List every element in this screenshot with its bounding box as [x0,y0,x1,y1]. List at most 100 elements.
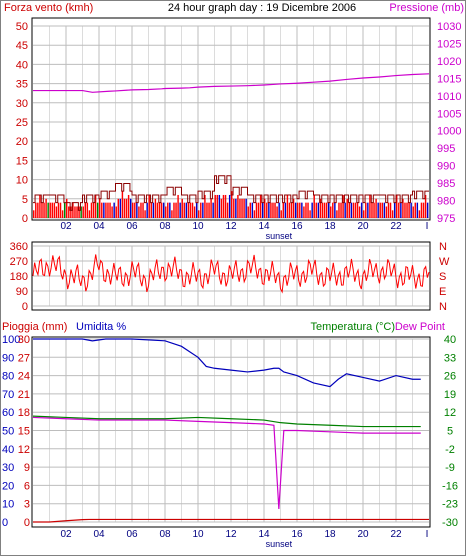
wind-bar [39,194,41,218]
wind-gust-line [33,175,429,211]
temp-tick-19: 19 [444,389,456,401]
wind-bar [146,202,148,218]
wind-bar [280,210,282,218]
wind-bar [121,191,124,218]
rain-tick-70: 70 [2,389,14,401]
wind-bar [253,210,256,218]
wind-bar [119,198,122,218]
wind-bar [214,194,216,218]
wind-bar [212,202,214,218]
wind-bar [68,206,70,218]
wind-bar [59,202,62,218]
time-tick-p3-22: 22 [390,529,402,540]
wind-bar [218,194,221,218]
wind-bar [55,206,58,218]
wind-bar [35,202,37,218]
series-dew-point [32,416,421,509]
time-tick-p1-02: 02 [60,221,72,232]
wind-bar [297,202,299,218]
wind-bar [266,202,268,218]
wind-bar [92,202,95,218]
pressure-tick-980: 980 [437,196,455,208]
wind-bar [315,202,318,218]
wind-bar [422,202,425,218]
rain-tick-20: 20 [2,480,14,492]
wind-bar [181,198,183,218]
wind-bar [105,202,107,218]
wind-bar [76,206,78,218]
wind-tick-10: 10 [16,175,28,187]
temp-tick--2: -2 [445,444,455,456]
wind-bar [272,202,274,218]
time-tick-p3-12: 12 [225,529,237,540]
wind-bar [171,210,173,218]
wind-bar [321,202,324,218]
wind-bar [129,198,132,218]
wind-bar [338,202,340,218]
pressure-tick-975: 975 [437,213,455,225]
wind-bar [86,202,89,218]
wind-bar [49,202,51,218]
wind-bar [61,210,64,218]
wind-bar [350,202,353,218]
wind-bar [294,202,297,218]
wind-bar [284,202,287,218]
wind-bar [33,210,35,218]
wind-bar [206,202,208,218]
wind-bar [78,206,80,218]
wind-bar [358,206,361,218]
wind-bar [109,202,111,218]
wind-bar [204,194,206,218]
compass-label-0: N [439,301,447,313]
series-umidita-- [33,338,421,388]
pressure-line [33,73,430,93]
dir-tick-270: 270 [10,256,28,268]
wind-bar [45,198,47,218]
humidity-tick-21: 21 [18,389,30,401]
wind-bar [125,198,128,218]
temp-tick--23: -23 [442,499,458,511]
rain-tick-50: 50 [2,426,14,438]
dewpoint-axis-title: Dew Point [395,321,445,333]
wind-bar [354,202,357,218]
compass-label-3: W [439,256,450,268]
wind-bar [323,202,326,218]
wind-bar [222,194,225,218]
rain-tick-60: 60 [2,407,14,419]
wind-bar [111,206,113,218]
wind-bar [418,210,421,218]
wind-bar [90,202,93,218]
compass-label-2: S [439,271,446,283]
time-tick-p1-12: 12 [225,221,237,232]
pressure-axis-title: Pressione (mb) [389,2,464,14]
wind-bar [340,202,342,218]
wind-bar [393,202,396,218]
wind-bar [410,202,412,218]
compass-label-4: N [439,241,447,253]
series-temperatura---c- [32,415,421,428]
wind-bar [387,202,390,218]
wind-tick-30: 30 [16,98,28,110]
graph-title: 24 hour graph day : 19 Dicembre 2006 [168,2,356,14]
wind-bar [148,194,150,218]
pressure-tick-985: 985 [437,178,455,190]
humidity-tick-12: 12 [18,444,30,456]
time-tick-p1-04: 04 [93,221,105,232]
wind-bar [261,202,264,218]
wind-bar [327,202,330,218]
wind-bar [84,202,87,218]
wind-bar [175,202,177,218]
wind-bar [185,202,188,218]
wind-bar [334,202,336,218]
time-end-p3: I [426,529,429,540]
pressure-tick-1005: 1005 [437,108,461,120]
wind-bar [412,206,414,218]
wind-tick-35: 35 [16,79,28,91]
wind-bar [235,198,237,218]
humidity-tick-0: 0 [24,517,30,529]
wind-bar [179,202,181,218]
pressure-tick-990: 990 [437,161,455,173]
wind-bar [80,206,82,218]
wind-bar [74,206,76,218]
wind-bar [101,202,103,218]
